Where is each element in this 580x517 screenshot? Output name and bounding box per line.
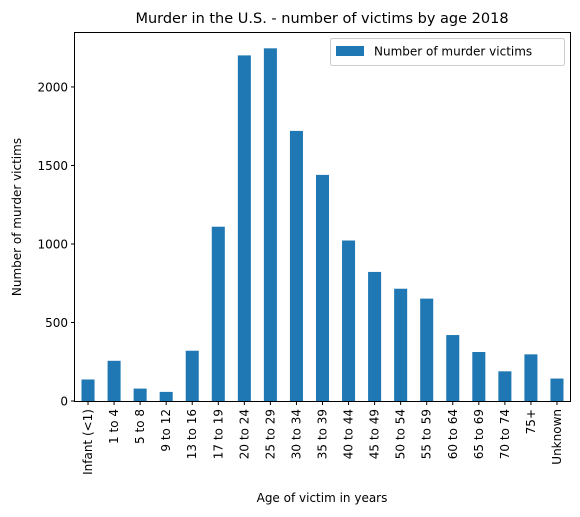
x-tick-label: 20 to 24: [237, 409, 251, 459]
x-tick-label: 55 to 59: [420, 409, 434, 459]
y-tick-label: 500: [45, 316, 68, 330]
bar: [420, 298, 434, 401]
x-tick-label: 5 to 8: [133, 409, 147, 444]
bar: [81, 379, 95, 401]
bar: [289, 130, 303, 402]
bar: [107, 360, 121, 401]
x-tick-label: Unknown: [550, 409, 564, 465]
bar: [133, 388, 147, 401]
x-tick-label: 50 to 54: [394, 409, 408, 459]
bar: [524, 354, 538, 401]
legend-label: Number of murder victims: [374, 45, 532, 59]
x-tick-label: 70 to 74: [498, 409, 512, 459]
bar: [368, 271, 382, 401]
x-tick-label: 45 to 49: [368, 409, 382, 459]
bar: [446, 335, 460, 401]
bar: [472, 352, 486, 401]
x-tick-label: 35 to 39: [316, 409, 330, 459]
y-tick-label: 1500: [37, 159, 68, 173]
bar: [159, 391, 173, 401]
x-axis: Infant (<1) 1 to 4 5 to 8 9 to 12 13 to 16 17…: [81, 401, 564, 475]
x-tick-label: 65 to 69: [472, 409, 486, 459]
bar: [315, 174, 330, 401]
x-tick-label: 25 to 29: [263, 409, 277, 459]
bar: [263, 48, 277, 401]
y-axis-label: Number of murder victims: [10, 138, 24, 296]
chart-title: Murder in the U.S. - number of victims b…: [135, 11, 508, 27]
bar: [237, 55, 251, 402]
legend-swatch: [336, 46, 364, 56]
x-tick-label: 60 to 64: [446, 409, 460, 459]
x-tick-label: 75+: [524, 409, 538, 434]
x-tick-label: 17 to 19: [211, 409, 225, 459]
bars-group: [81, 48, 564, 402]
plot-frame: [74, 32, 571, 402]
bar: [550, 378, 564, 401]
legend-box: [330, 38, 565, 66]
x-tick-label: 13 to 16: [185, 409, 199, 459]
bar: [394, 288, 408, 401]
y-tick-label: 0: [60, 394, 68, 408]
x-tick-label: 9 to 12: [159, 409, 173, 452]
x-axis-label: Age of victim in years: [257, 491, 388, 505]
bar: [498, 371, 512, 401]
bar: [185, 350, 199, 401]
bar: [342, 240, 356, 401]
x-tick-label: 40 to 44: [342, 409, 356, 459]
y-tick-label: 2000: [37, 80, 68, 94]
x-tick-label: Infant (<1): [81, 409, 95, 475]
x-tick-label: 1 to 4: [107, 409, 121, 444]
y-tick-label: 1000: [37, 237, 68, 251]
x-tick-label: 30 to 34: [289, 409, 303, 459]
legend: Number of murder victims: [330, 38, 565, 66]
bar: [211, 226, 225, 401]
y-axis: 0 500 1000 1500 2000: [37, 80, 75, 408]
